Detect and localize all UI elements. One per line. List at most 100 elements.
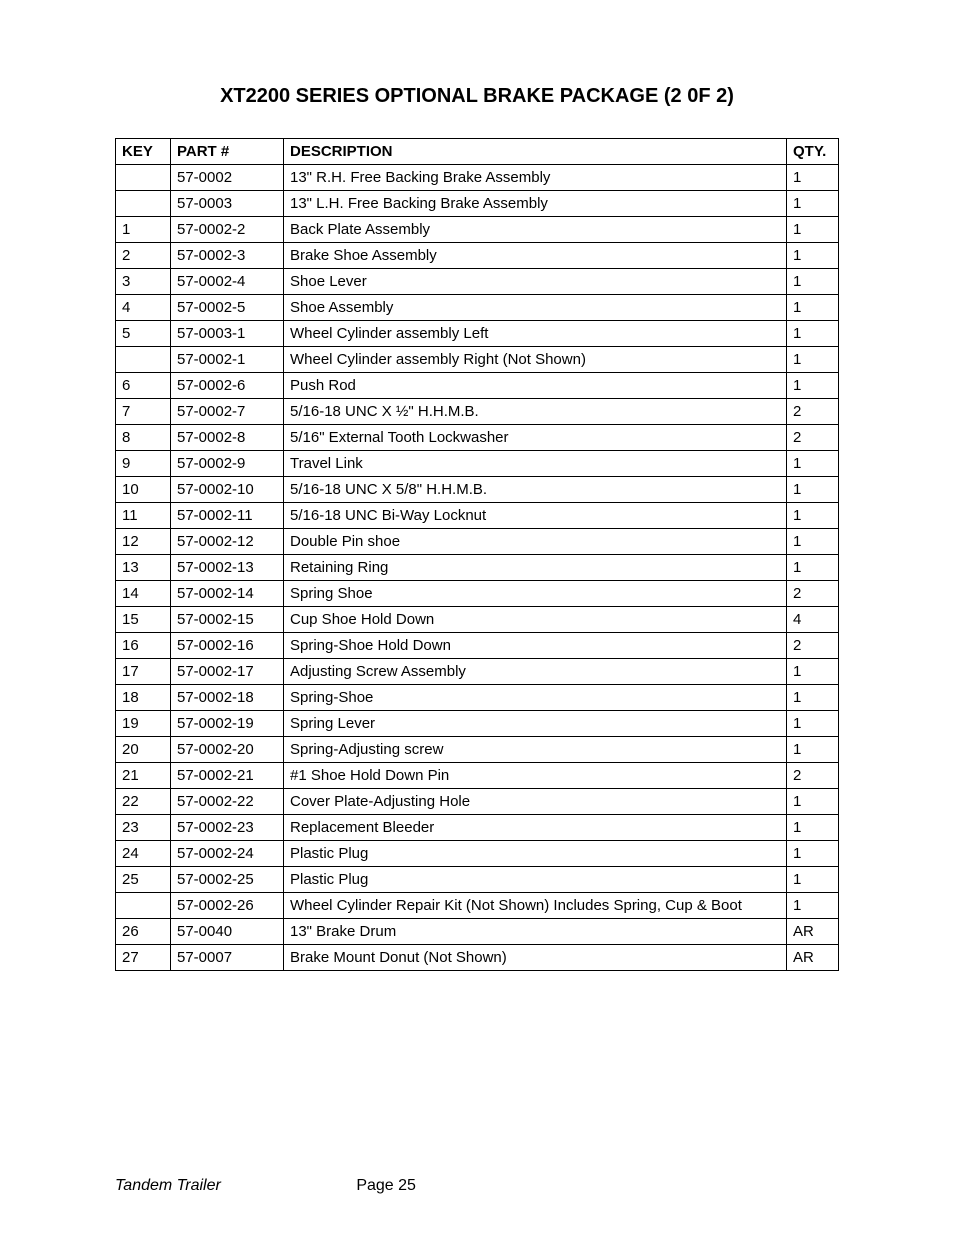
table-row: 1457-0002-14Spring Shoe2 (116, 581, 839, 607)
table-row: 1257-0002-12Double Pin shoe1 (116, 529, 839, 555)
table-cell: 57-0002-22 (171, 789, 284, 815)
table-cell: 2 (787, 399, 839, 425)
table-cell: Plastic Plug (284, 841, 787, 867)
table-row: 1557-0002-15Cup Shoe Hold Down4 (116, 607, 839, 633)
table-cell: 24 (116, 841, 171, 867)
table-cell: 7 (116, 399, 171, 425)
table-cell: 1 (787, 243, 839, 269)
table-row: 657-0002-6Push Rod1 (116, 373, 839, 399)
table-cell: 15 (116, 607, 171, 633)
table-cell: Retaining Ring (284, 555, 787, 581)
table-cell: Adjusting Screw Assembly (284, 659, 787, 685)
table-cell: 57-0002-9 (171, 451, 284, 477)
table-cell: 57-0002-11 (171, 503, 284, 529)
col-desc: DESCRIPTION (284, 139, 787, 165)
table-cell: 1 (787, 347, 839, 373)
table-cell (116, 165, 171, 191)
table-cell: 1 (787, 711, 839, 737)
table-cell: 1 (787, 451, 839, 477)
table-cell: 10 (116, 477, 171, 503)
table-cell: Double Pin shoe (284, 529, 787, 555)
table-row: 2357-0002-23Replacement Bleeder1 (116, 815, 839, 841)
table-cell: 57-0002-13 (171, 555, 284, 581)
footer-left: Tandem Trailer (115, 1177, 356, 1195)
table-cell: 17 (116, 659, 171, 685)
table-cell: 57-0002-3 (171, 243, 284, 269)
table-cell: 57-0040 (171, 919, 284, 945)
table-cell (116, 893, 171, 919)
table-cell: 8 (116, 425, 171, 451)
table-cell: #1 Shoe Hold Down Pin (284, 763, 787, 789)
table-cell: 4 (787, 607, 839, 633)
table-cell: 57-0003-1 (171, 321, 284, 347)
table-row: 957-0002-9Travel Link1 (116, 451, 839, 477)
table-cell: Wheel Cylinder Repair Kit (Not Shown) In… (284, 893, 787, 919)
table-cell: 2 (787, 425, 839, 451)
table-row: 57-0002-26Wheel Cylinder Repair Kit (Not… (116, 893, 839, 919)
table-cell: 13 (116, 555, 171, 581)
table-cell: Spring-Shoe Hold Down (284, 633, 787, 659)
page-title: XT2200 SERIES OPTIONAL BRAKE PACKAGE (2 … (115, 85, 839, 108)
table-cell: 57-0002-23 (171, 815, 284, 841)
table-cell: 57-0002-20 (171, 737, 284, 763)
table-cell: Back Plate Assembly (284, 217, 787, 243)
table-cell: 1 (787, 477, 839, 503)
table-cell: 57-0002 (171, 165, 284, 191)
table-cell: 13" L.H. Free Backing Brake Assembly (284, 191, 787, 217)
table-cell: 57-0007 (171, 945, 284, 971)
table-row: 2457-0002-24Plastic Plug1 (116, 841, 839, 867)
table-cell: Shoe Assembly (284, 295, 787, 321)
table-cell: 1 (787, 503, 839, 529)
table-cell: Shoe Lever (284, 269, 787, 295)
table-row: 157-0002-2Back Plate Assembly1 (116, 217, 839, 243)
table-cell: 5/16" External Tooth Lockwasher (284, 425, 787, 451)
table-cell: 57-0002-10 (171, 477, 284, 503)
table-row: 2557-0002-25Plastic Plug1 (116, 867, 839, 893)
table-cell: 3 (116, 269, 171, 295)
table-cell: 1 (787, 737, 839, 763)
table-cell: 1 (787, 789, 839, 815)
table-cell: 57-0002-1 (171, 347, 284, 373)
table-row: 2157-0002-21#1 Shoe Hold Down Pin2 (116, 763, 839, 789)
document-page: XT2200 SERIES OPTIONAL BRAKE PACKAGE (2 … (0, 0, 954, 1235)
table-cell: 57-0002-15 (171, 607, 284, 633)
table-cell: Push Rod (284, 373, 787, 399)
table-cell: 1 (787, 659, 839, 685)
table-cell: Brake Mount Donut (Not Shown) (284, 945, 787, 971)
table-cell: Spring Lever (284, 711, 787, 737)
table-row: 57-0002-1Wheel Cylinder assembly Right (… (116, 347, 839, 373)
table-row: 1657-0002-16Spring-Shoe Hold Down2 (116, 633, 839, 659)
table-cell: 27 (116, 945, 171, 971)
table-cell: 5/16-18 UNC X ½" H.H.M.B. (284, 399, 787, 425)
table-row: 57-000313" L.H. Free Backing Brake Assem… (116, 191, 839, 217)
table-cell: 1 (787, 373, 839, 399)
table-cell: 1 (787, 217, 839, 243)
table-cell: Wheel Cylinder assembly Left (284, 321, 787, 347)
table-cell: 26 (116, 919, 171, 945)
table-cell: Spring-Adjusting screw (284, 737, 787, 763)
table-row: 257-0002-3Brake Shoe Assembly1 (116, 243, 839, 269)
table-row: 857-0002-85/16" External Tooth Lockwashe… (116, 425, 839, 451)
table-cell: 23 (116, 815, 171, 841)
table-cell: 57-0002-25 (171, 867, 284, 893)
table-cell: 18 (116, 685, 171, 711)
table-row: 2057-0002-20Spring-Adjusting screw1 (116, 737, 839, 763)
table-cell: 21 (116, 763, 171, 789)
table-cell: 57-0002-8 (171, 425, 284, 451)
table-cell: Travel Link (284, 451, 787, 477)
table-cell: 13" R.H. Free Backing Brake Assembly (284, 165, 787, 191)
table-cell: 1 (787, 893, 839, 919)
parts-table: KEY PART # DESCRIPTION QTY. 57-000213" R… (115, 138, 839, 971)
table-cell: 20 (116, 737, 171, 763)
table-cell: 9 (116, 451, 171, 477)
table-cell: 1 (787, 555, 839, 581)
table-cell (116, 191, 171, 217)
table-cell: 1 (787, 321, 839, 347)
table-cell: 1 (787, 867, 839, 893)
table-cell: 57-0002-24 (171, 841, 284, 867)
table-row: 757-0002-75/16-18 UNC X ½" H.H.M.B.2 (116, 399, 839, 425)
table-cell: 1 (787, 191, 839, 217)
table-cell: Cup Shoe Hold Down (284, 607, 787, 633)
table-cell: 57-0002-2 (171, 217, 284, 243)
table-cell: AR (787, 945, 839, 971)
